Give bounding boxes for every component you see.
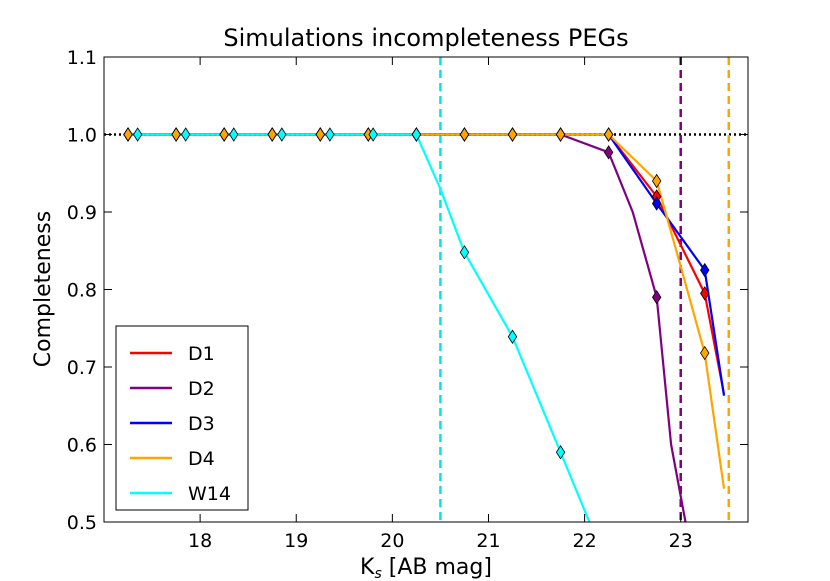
- x-axis-label-main: K: [360, 555, 375, 580]
- legend-label-w14: W14: [188, 483, 231, 505]
- y-tick-label-0: 0.5: [67, 512, 97, 534]
- marker-d4-2: [219, 127, 229, 142]
- x-tick-label-18: 18: [188, 530, 212, 552]
- plot-area: [104, 57, 748, 522]
- x-tick-label-20: 20: [380, 530, 404, 552]
- marker-d1-12: [700, 286, 710, 301]
- marker-d4-10: [603, 127, 614, 142]
- marker-d4-9: [555, 127, 566, 142]
- legend-label-d2: D2: [188, 378, 215, 400]
- marker-d4-1: [171, 127, 181, 142]
- x-tick-label-23: 23: [669, 530, 693, 552]
- marker-w14-3: [277, 127, 287, 142]
- marker-d2-10: [603, 145, 614, 160]
- y-tick-label-3: 0.8: [67, 280, 97, 302]
- marker-w14-5: [368, 127, 378, 142]
- x-tick-label-19: 19: [284, 530, 308, 552]
- marker-d4-12: [700, 345, 710, 361]
- x-axis-label-unit: [AB mag]: [382, 555, 492, 580]
- marker-w14-0: [132, 127, 143, 142]
- marker-w14-9: [555, 445, 566, 460]
- legend: D1 D2 D3 D4 W14: [115, 325, 249, 511]
- marker-w14-6: [411, 127, 422, 142]
- y-tick-label-5: 1.0: [67, 125, 97, 147]
- marker-d4-4: [315, 127, 325, 142]
- marker-d2-11: [652, 290, 662, 305]
- marker-d4-3: [267, 127, 277, 142]
- marker-w14-8: [507, 329, 518, 345]
- y-tick-label-4: 0.9: [67, 202, 97, 224]
- x-tick-label-22: 22: [573, 530, 597, 552]
- x-tick-label-21: 21: [476, 530, 500, 552]
- y-tick-label-1: 0.6: [67, 435, 97, 457]
- legend-label-d1: D1: [188, 343, 215, 365]
- marker-d4-11: [652, 173, 662, 189]
- marker-w14-1: [181, 127, 191, 142]
- x-axis-label-subscript: s: [374, 566, 381, 581]
- marker-d4-8: [507, 127, 518, 142]
- legend-label-d4: D4: [188, 448, 215, 470]
- marker-d3-12: [700, 262, 710, 278]
- marker-d4-0: [123, 127, 133, 142]
- chart-title: Simulations incompleteness PEGs: [223, 24, 628, 52]
- marker-d4-7: [459, 127, 470, 142]
- y-axis-label: Completeness: [31, 211, 56, 367]
- legend-label-d3: D3: [188, 413, 215, 435]
- marker-w14-2: [229, 127, 239, 142]
- x-axis-label: Ks [AB mag]: [360, 555, 492, 581]
- marker-w14-7: [459, 245, 470, 260]
- y-tick-label-2: 0.7: [67, 357, 97, 379]
- marker-w14-4: [325, 127, 335, 142]
- legend-box: [115, 325, 249, 511]
- marker-d3-11: [652, 196, 662, 211]
- y-tick-label-6: 1.1: [67, 47, 97, 69]
